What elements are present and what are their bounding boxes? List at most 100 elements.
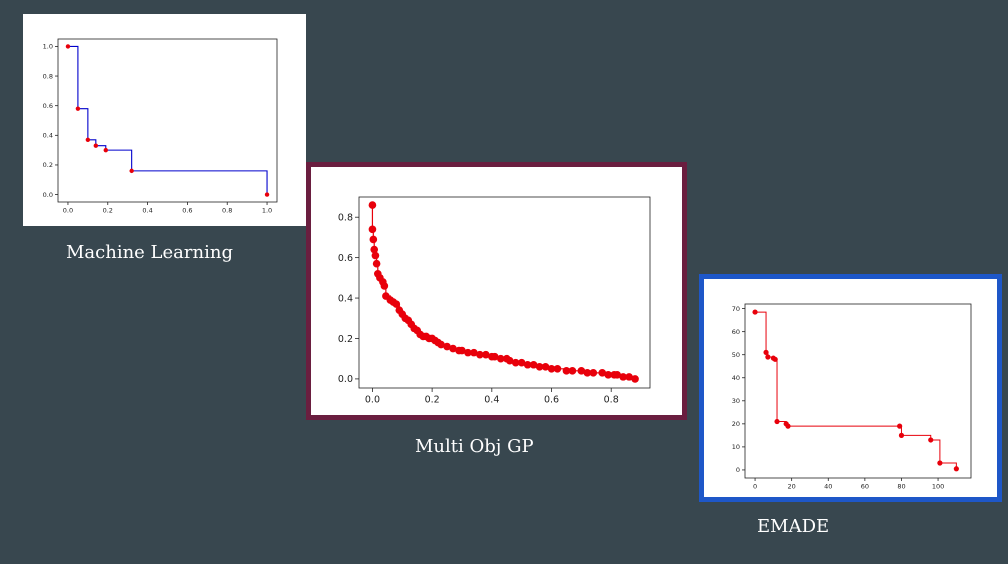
x-tick-label: 0.8 (604, 395, 619, 406)
data-point (458, 346, 466, 355)
data-point (85, 137, 91, 142)
x-tick-label: 0.6 (182, 207, 192, 215)
y-tick-label: 30 (732, 397, 740, 405)
data-point (583, 369, 592, 377)
x-tick-label: 0.0 (365, 395, 380, 406)
plot-frame (744, 303, 972, 479)
x-tick-label: 0.8 (222, 207, 232, 215)
data-point (464, 348, 472, 357)
data-point (129, 168, 134, 174)
data-point (93, 143, 99, 148)
data-point (765, 354, 771, 360)
data-point (774, 418, 780, 425)
data-point (553, 364, 562, 373)
data-point (937, 460, 943, 466)
data-point (65, 44, 71, 49)
data-point (541, 362, 550, 371)
y-tick-label: 0.6 (338, 253, 353, 264)
y-tick-label: 0.8 (43, 72, 53, 80)
data-point (437, 340, 445, 349)
data-point (589, 369, 598, 377)
y-tick-label: 0.0 (338, 374, 353, 385)
ml-pareto-chart: 0.0 0.2 0.4 0.6 0.8 1.0 0.0 0.2 0.4 0.6 0.8 1.0 (43, 38, 278, 215)
x-tick-label: 0.4 (484, 395, 499, 406)
x-tick-label: 20 (788, 483, 796, 491)
data-point (75, 106, 81, 111)
y-tick-label: 60 (732, 328, 740, 336)
y-tick-label: 0.2 (338, 334, 353, 345)
data-point (103, 147, 108, 153)
series-line (755, 311, 957, 469)
mog-chart-panel: 0.0 0.2 0.4 0.6 0.8 0.0 0.2 0.4 0.6 0.8 (306, 162, 687, 420)
y-tick-label: 0 (736, 466, 740, 474)
mog-caption: Multi Obj GP (415, 436, 534, 457)
data-point (772, 356, 778, 362)
x-tick-label: 0.2 (425, 395, 440, 406)
data-point (604, 371, 613, 379)
y-tick-label: 50 (732, 351, 740, 359)
y-tick-label: 0.8 (338, 213, 353, 224)
x-tick-label: 0.0 (63, 207, 73, 215)
data-point (264, 192, 270, 197)
y-tick-label: 20 (732, 420, 740, 428)
emade-caption: EMADE (757, 516, 830, 537)
data-point (476, 350, 484, 359)
data-point (577, 367, 586, 375)
data-point (752, 309, 758, 315)
data-point (953, 466, 959, 472)
data-point (491, 352, 499, 361)
x-tick-label: 0.6 (544, 395, 559, 406)
data-point (898, 432, 905, 438)
y-tick-label: 40 (732, 374, 740, 382)
data-point (785, 423, 791, 429)
y-tick-label: 70 (732, 305, 740, 313)
data-point (562, 367, 571, 375)
x-tick-label: 80 (897, 483, 905, 491)
data-point (568, 367, 577, 375)
data-point (369, 235, 378, 244)
x-tick-label: 100 (932, 483, 944, 491)
data-point (496, 354, 505, 363)
data-point (897, 423, 903, 429)
data-point (449, 344, 457, 353)
x-tick-label: 0 (753, 483, 757, 491)
x-tick-label: 60 (861, 483, 869, 491)
data-point (529, 360, 538, 369)
y-tick-label: 10 (732, 443, 740, 451)
data-point (392, 300, 401, 308)
data-point (371, 251, 380, 260)
data-point (482, 350, 490, 359)
series-line (67, 45, 268, 195)
data-point (619, 373, 627, 381)
ml-caption: Machine Learning (66, 242, 233, 263)
data-point (368, 201, 377, 209)
x-tick-label: 0.2 (103, 207, 113, 215)
plot-frame (57, 38, 278, 203)
data-point (598, 369, 607, 377)
x-tick-label: 40 (824, 483, 832, 491)
data-point (372, 259, 381, 268)
data-point (511, 358, 520, 367)
y-tick-label: 0.4 (338, 293, 353, 304)
data-point (928, 437, 934, 443)
data-point (631, 375, 639, 383)
y-tick-label: 0.2 (43, 161, 53, 169)
data-point (368, 225, 377, 234)
mog-pareto-chart: 0.0 0.2 0.4 0.6 0.8 0.0 0.2 0.4 0.6 0.8 (338, 196, 651, 406)
y-tick-label: 1.0 (43, 43, 53, 51)
data-point (443, 342, 451, 351)
plot-frame (358, 196, 651, 389)
data-point (470, 348, 478, 357)
data-point (613, 371, 621, 379)
data-point (370, 245, 379, 254)
y-tick-label: 0.4 (43, 132, 53, 140)
data-point (505, 356, 514, 365)
data-point (517, 358, 526, 367)
data-point (547, 364, 556, 373)
y-tick-label: 0.6 (43, 102, 53, 110)
data-point (625, 373, 633, 381)
emade-chart-panel: 0 20 40 60 80 100 0 10 20 30 40 50 60 70 (699, 274, 1002, 502)
ml-chart-panel: 0.0 0.2 0.4 0.6 0.8 1.0 0.0 0.2 0.4 0.6 0.8 1.0 (23, 14, 306, 226)
data-point (763, 349, 769, 355)
